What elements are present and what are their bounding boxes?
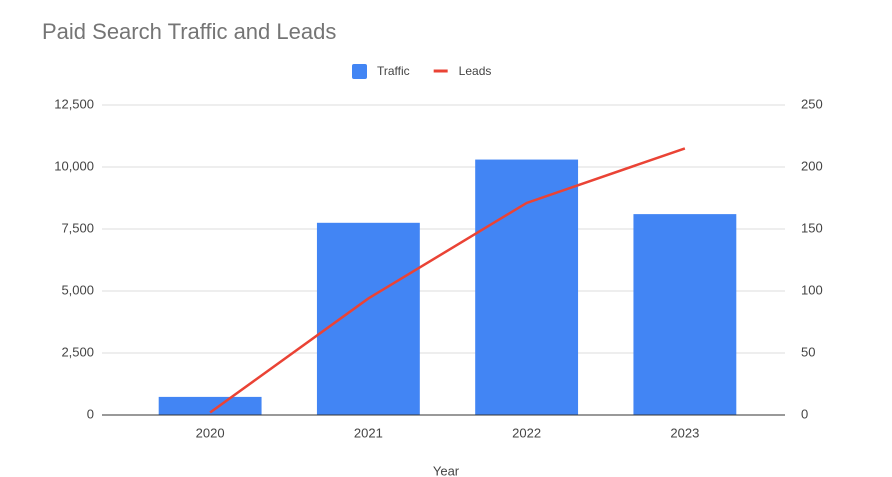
bar <box>475 159 579 415</box>
x-tick-label: 2021 <box>354 425 383 440</box>
y-tick-label: 7,500 <box>61 220 94 235</box>
y-tick-label: 12,500 <box>54 96 94 111</box>
legend-label: Traffic <box>377 64 410 78</box>
chart-title: Paid Search Traffic and Leads <box>42 19 336 44</box>
y2-tick-label: 50 <box>801 344 815 359</box>
bar <box>633 214 737 415</box>
x-tick-label: 2023 <box>670 425 699 440</box>
bar <box>158 396 262 415</box>
y-tick-label: 0 <box>87 406 94 421</box>
y2-tick-label: 100 <box>801 282 823 297</box>
y-tick-label: 10,000 <box>54 158 94 173</box>
y-tick-label: 2,500 <box>61 344 94 359</box>
x-tick-label: 2022 <box>512 425 541 440</box>
bar <box>316 222 420 415</box>
line <box>209 147 686 414</box>
y2-tick-label: 250 <box>801 96 823 111</box>
y2-tick-label: 200 <box>801 158 823 173</box>
y-tick-label: 5,000 <box>61 282 94 297</box>
legend-label: Leads <box>459 64 492 78</box>
y2-tick-label: 0 <box>801 406 808 421</box>
y2-tick-label: 150 <box>801 220 823 235</box>
x-tick-label: 2020 <box>196 425 225 440</box>
x-axis-label: Year <box>433 463 460 477</box>
legend-swatch <box>352 64 367 79</box>
